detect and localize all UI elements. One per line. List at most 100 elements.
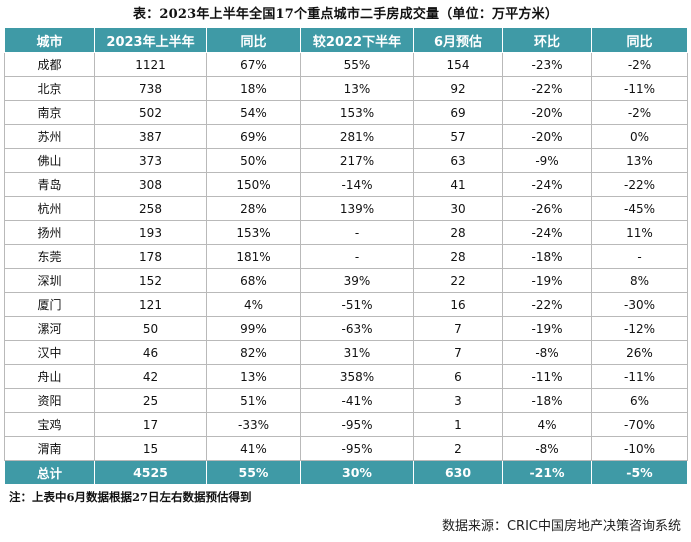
mom-cell: -9% [502, 148, 592, 173]
june-estimate-cell: 28 [413, 244, 503, 269]
june-estimate-cell: 16 [413, 292, 503, 317]
volume-cell: 50 [94, 316, 207, 341]
mom-cell: -18% [502, 244, 592, 269]
june-estimate-cell: 41 [413, 172, 503, 197]
june-yoy-cell: 6% [591, 388, 688, 413]
table-body: 成都 1121 67% 55% 154 -23% -2% 北京 738 18% 13% 92 -22% -… [4, 52, 688, 485]
total-vs-h2-2022-cell: 30% [300, 460, 414, 485]
table-row: 青岛 308 150% -14% 41 -24% -22% [4, 172, 688, 197]
mom-cell: -24% [502, 220, 592, 245]
total-june-estimate-cell: 630 [413, 460, 503, 485]
total-row: 总计 4525 55% 30% 630 -21% -5% [4, 460, 688, 485]
june-estimate-cell: 6 [413, 364, 503, 389]
volume-cell: 502 [94, 100, 207, 125]
city-cell: 渭南 [4, 436, 95, 461]
city-cell: 资阳 [4, 388, 95, 413]
table-row: 东莞 178 181% -28 -18% - [4, 244, 688, 269]
total-city-cell: 总计 [4, 460, 95, 485]
volume-cell: 121 [94, 292, 207, 317]
header-row: 城市 2023年上半年 同比 较2022下半年 6月预估 环比 同比 [4, 27, 688, 53]
mom-cell: 4% [502, 412, 592, 437]
volume-cell: 258 [94, 196, 207, 221]
table-row: 成都 1121 67% 55% 154 -23% -2% [4, 52, 688, 77]
city-cell: 深圳 [4, 268, 95, 293]
june-yoy-cell: 0% [591, 124, 688, 149]
vs-h2-2022-cell: -41% [300, 388, 414, 413]
mom-cell: -11% [502, 364, 592, 389]
table-row: 汉中 46 82% 31% 7 -8% 26% [4, 340, 688, 365]
june-estimate-cell: 7 [413, 316, 503, 341]
city-cell: 北京 [4, 76, 95, 101]
mom-cell: -20% [502, 124, 592, 149]
mom-cell: -23% [502, 52, 592, 77]
volume-cell: 178 [94, 244, 207, 269]
june-yoy-cell: 13% [591, 148, 688, 173]
june-yoy-cell: -10% [591, 436, 688, 461]
yoy-cell: 13% [206, 364, 301, 389]
vs-h2-2022-cell: -95% [300, 436, 414, 461]
volume-cell: 17 [94, 412, 207, 437]
volume-cell: 373 [94, 148, 207, 173]
june-yoy-cell: - [591, 244, 688, 269]
city-cell: 漯河 [4, 316, 95, 341]
yoy-cell: 54% [206, 100, 301, 125]
city-cell: 青岛 [4, 172, 95, 197]
yoy-cell: 41% [206, 436, 301, 461]
table-row: 深圳 152 68% 39% 22 -19% 8% [4, 268, 688, 293]
june-estimate-cell: 63 [413, 148, 503, 173]
yoy-cell: 150% [206, 172, 301, 197]
june-estimate-cell: 28 [413, 220, 503, 245]
table-row: 佛山 373 50% 217% 63 -9% 13% [4, 148, 688, 173]
vs-h2-2022-cell: - [300, 244, 414, 269]
vs-h2-2022-cell: -14% [300, 172, 414, 197]
data-source: 数据来源：CRIC中国房地产决策咨询系统 [441, 519, 681, 534]
mom-cell: -8% [502, 340, 592, 365]
total-yoy-cell: 55% [206, 460, 301, 485]
footnote: 注：上表中6月数据根据27日左右数据预估得到 [9, 490, 252, 504]
june-estimate-cell: 22 [413, 268, 503, 293]
june-estimate-cell: 30 [413, 196, 503, 221]
vs-h2-2022-cell: 39% [300, 268, 414, 293]
yoy-cell: 28% [206, 196, 301, 221]
vs-h2-2022-cell: 31% [300, 340, 414, 365]
june-yoy-cell: -2% [591, 52, 688, 77]
table-row: 渭南 15 41% -95% 2 -8% -10% [4, 436, 688, 461]
volume-cell: 42 [94, 364, 207, 389]
yoy-cell: 153% [206, 220, 301, 245]
yoy-cell: 69% [206, 124, 301, 149]
volume-cell: 1121 [94, 52, 207, 77]
total-june-yoy-cell: -5% [591, 460, 688, 485]
city-cell: 佛山 [4, 148, 95, 173]
city-cell: 宝鸡 [4, 412, 95, 437]
table-row: 舟山 42 13% 358% 6 -11% -11% [4, 364, 688, 389]
vs-h2-2022-cell: 217% [300, 148, 414, 173]
mom-cell: -19% [502, 268, 592, 293]
volume-cell: 46 [94, 340, 207, 365]
mom-cell: -22% [502, 292, 592, 317]
june-estimate-cell: 1 [413, 412, 503, 437]
table-title: 表：2023年上半年全国17个重点城市二手房成交量（单位：万平方米） [132, 7, 559, 22]
mom-cell: -22% [502, 76, 592, 101]
table-row: 苏州 387 69% 281% 57 -20% 0% [4, 124, 688, 149]
june-yoy-cell: 26% [591, 340, 688, 365]
volume-cell: 738 [94, 76, 207, 101]
yoy-cell: 181% [206, 244, 301, 269]
table-row: 扬州 193 153% -28 -24% 11% [4, 220, 688, 245]
june-estimate-cell: 3 [413, 388, 503, 413]
table-row: 杭州 258 28% 139% 30 -26% -45% [4, 196, 688, 221]
mom-cell: -19% [502, 316, 592, 341]
june-estimate-cell: 154 [413, 52, 503, 77]
column-header: 同比 [591, 27, 688, 53]
city-cell: 东莞 [4, 244, 95, 269]
june-yoy-cell: -2% [591, 100, 688, 125]
vs-h2-2022-cell: -95% [300, 412, 414, 437]
vs-h2-2022-cell: 13% [300, 76, 414, 101]
column-header: 环比 [502, 27, 592, 53]
june-estimate-cell: 57 [413, 124, 503, 149]
city-cell: 厦门 [4, 292, 95, 317]
table-row: 资阳 25 51% -41% 3 -18% 6% [4, 388, 688, 413]
yoy-cell: -33% [206, 412, 301, 437]
volume-cell: 308 [94, 172, 207, 197]
table-row: 北京 738 18% 13% 92 -22% -11% [4, 76, 688, 101]
june-estimate-cell: 92 [413, 76, 503, 101]
